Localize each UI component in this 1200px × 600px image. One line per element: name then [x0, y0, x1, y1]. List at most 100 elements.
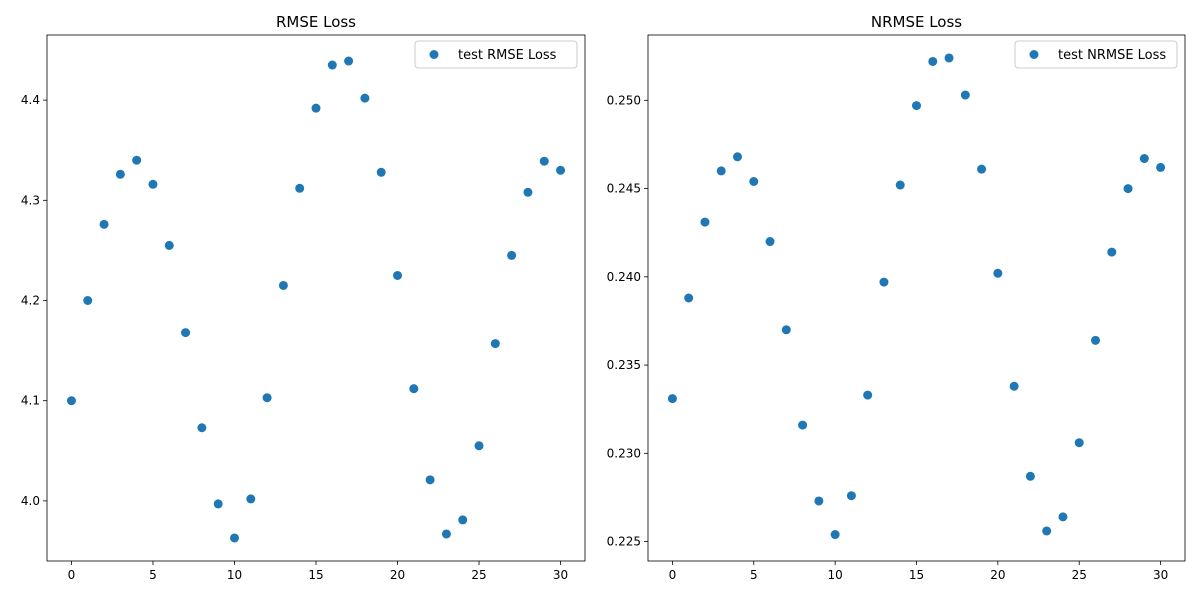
- data-point: [733, 152, 742, 162]
- y-tick-label: 0.230: [607, 446, 641, 460]
- y-tick-label: 0.240: [607, 270, 641, 284]
- data-point: [278, 280, 288, 290]
- data-point: [1107, 247, 1117, 257]
- data-point: [99, 219, 109, 229]
- x-tick-label: 10: [827, 568, 842, 582]
- data-point: [197, 423, 207, 433]
- x-tick-label: 0: [68, 568, 76, 582]
- data-point: [246, 494, 256, 504]
- y-tick-label: 4.2: [21, 294, 40, 308]
- data-point: [749, 177, 759, 187]
- data-point: [993, 268, 1003, 278]
- data-point: [977, 164, 987, 174]
- data-point: [1042, 526, 1052, 536]
- data-point: [344, 56, 354, 66]
- y-tick-label: 0.245: [607, 182, 641, 196]
- legend-box: [1014, 40, 1178, 69]
- legend: test NRMSE Loss: [1014, 40, 1178, 69]
- data-point: [1139, 154, 1149, 164]
- data-point: [895, 180, 905, 190]
- data-point: [311, 103, 321, 113]
- legend-box: [414, 40, 578, 69]
- data-point: [164, 240, 174, 250]
- y-tick-label: 4.4: [21, 93, 40, 107]
- y-tick-label: 4.3: [21, 193, 40, 207]
- data-point: [944, 53, 954, 63]
- data-point: [181, 328, 191, 338]
- data-point: [115, 169, 125, 179]
- data-point: [781, 325, 791, 335]
- data-point: [148, 179, 158, 189]
- x-tick-label: 30: [553, 568, 568, 582]
- x-tick-label: 15: [308, 568, 323, 582]
- data-point: [66, 396, 76, 406]
- chart-panel-1: RMSE Loss 0 5 10 15 20 25 30 4.0 4.1 4.2 4.3 4.4 test…: [21, 13, 586, 582]
- chart-title: NRMSE Loss: [871, 13, 962, 31]
- data-point: [474, 441, 484, 451]
- y-tick-label: 4.1: [21, 394, 40, 408]
- legend-label: test RMSE Loss: [458, 48, 557, 63]
- data-point: [229, 533, 239, 543]
- data-point: [539, 156, 549, 166]
- data-point: [213, 499, 223, 509]
- x-tick-label: 0: [669, 568, 677, 582]
- data-point: [684, 293, 694, 303]
- data-point: [556, 165, 566, 175]
- data-point: [960, 90, 970, 100]
- x-tick-label: 15: [909, 568, 924, 582]
- data-point: [879, 277, 889, 287]
- data-point: [507, 250, 517, 260]
- x-tick-label: 30: [1153, 568, 1168, 582]
- x-tick-label: 10: [227, 568, 242, 582]
- x-tick-label: 20: [990, 568, 1005, 582]
- data-point: [1123, 184, 1133, 194]
- axes-frame: [46, 34, 586, 562]
- legend-label: test NRMSE Loss: [1058, 48, 1166, 63]
- x-tick-label: 5: [750, 568, 758, 582]
- data-point: [327, 60, 337, 70]
- data-point: [830, 530, 840, 540]
- data-point: [262, 393, 272, 403]
- chart-panel-2: NRMSE Loss 0 5 10 15 20 25 30 0.225 0.230 0.235 0.2…: [607, 13, 1186, 582]
- data-point: [409, 384, 419, 394]
- x-tick-label: 25: [471, 568, 486, 582]
- chart-title: RMSE Loss: [276, 13, 356, 31]
- data-point: [846, 491, 856, 501]
- data-point: [1091, 335, 1100, 345]
- x-tick-label: 25: [1072, 568, 1087, 582]
- x-tick-label: 20: [390, 568, 405, 582]
- data-point: [376, 167, 386, 177]
- axes-frame: [647, 34, 1186, 562]
- data-point: [295, 183, 305, 193]
- data-point: [1025, 471, 1035, 481]
- x-tick-label: 5: [149, 568, 157, 582]
- legend: test RMSE Loss: [414, 40, 578, 69]
- data-point: [393, 270, 403, 280]
- data-point: [441, 529, 451, 539]
- data-point: [798, 420, 808, 430]
- y-tick-label: 0.250: [607, 93, 641, 107]
- data-point: [1009, 381, 1019, 391]
- data-point: [814, 496, 824, 506]
- y-tick-label: 0.235: [607, 358, 641, 372]
- data-point: [360, 93, 370, 103]
- data-point: [700, 217, 710, 227]
- data-point: [523, 187, 533, 197]
- data-point: [132, 155, 142, 165]
- data-point: [458, 515, 468, 525]
- legend-marker: [429, 50, 439, 59]
- data-point: [928, 56, 938, 66]
- data-point: [1058, 512, 1068, 522]
- data-point: [863, 390, 873, 400]
- data-point: [716, 166, 726, 176]
- data-point: [425, 475, 435, 485]
- data-point: [912, 101, 921, 111]
- y-tick-label: 4.0: [21, 494, 40, 508]
- data-point: [765, 237, 775, 247]
- legend-marker: [1029, 50, 1039, 59]
- data-point: [83, 296, 93, 306]
- data-point: [490, 339, 500, 349]
- data-point: [667, 394, 677, 404]
- data-point: [1074, 438, 1084, 448]
